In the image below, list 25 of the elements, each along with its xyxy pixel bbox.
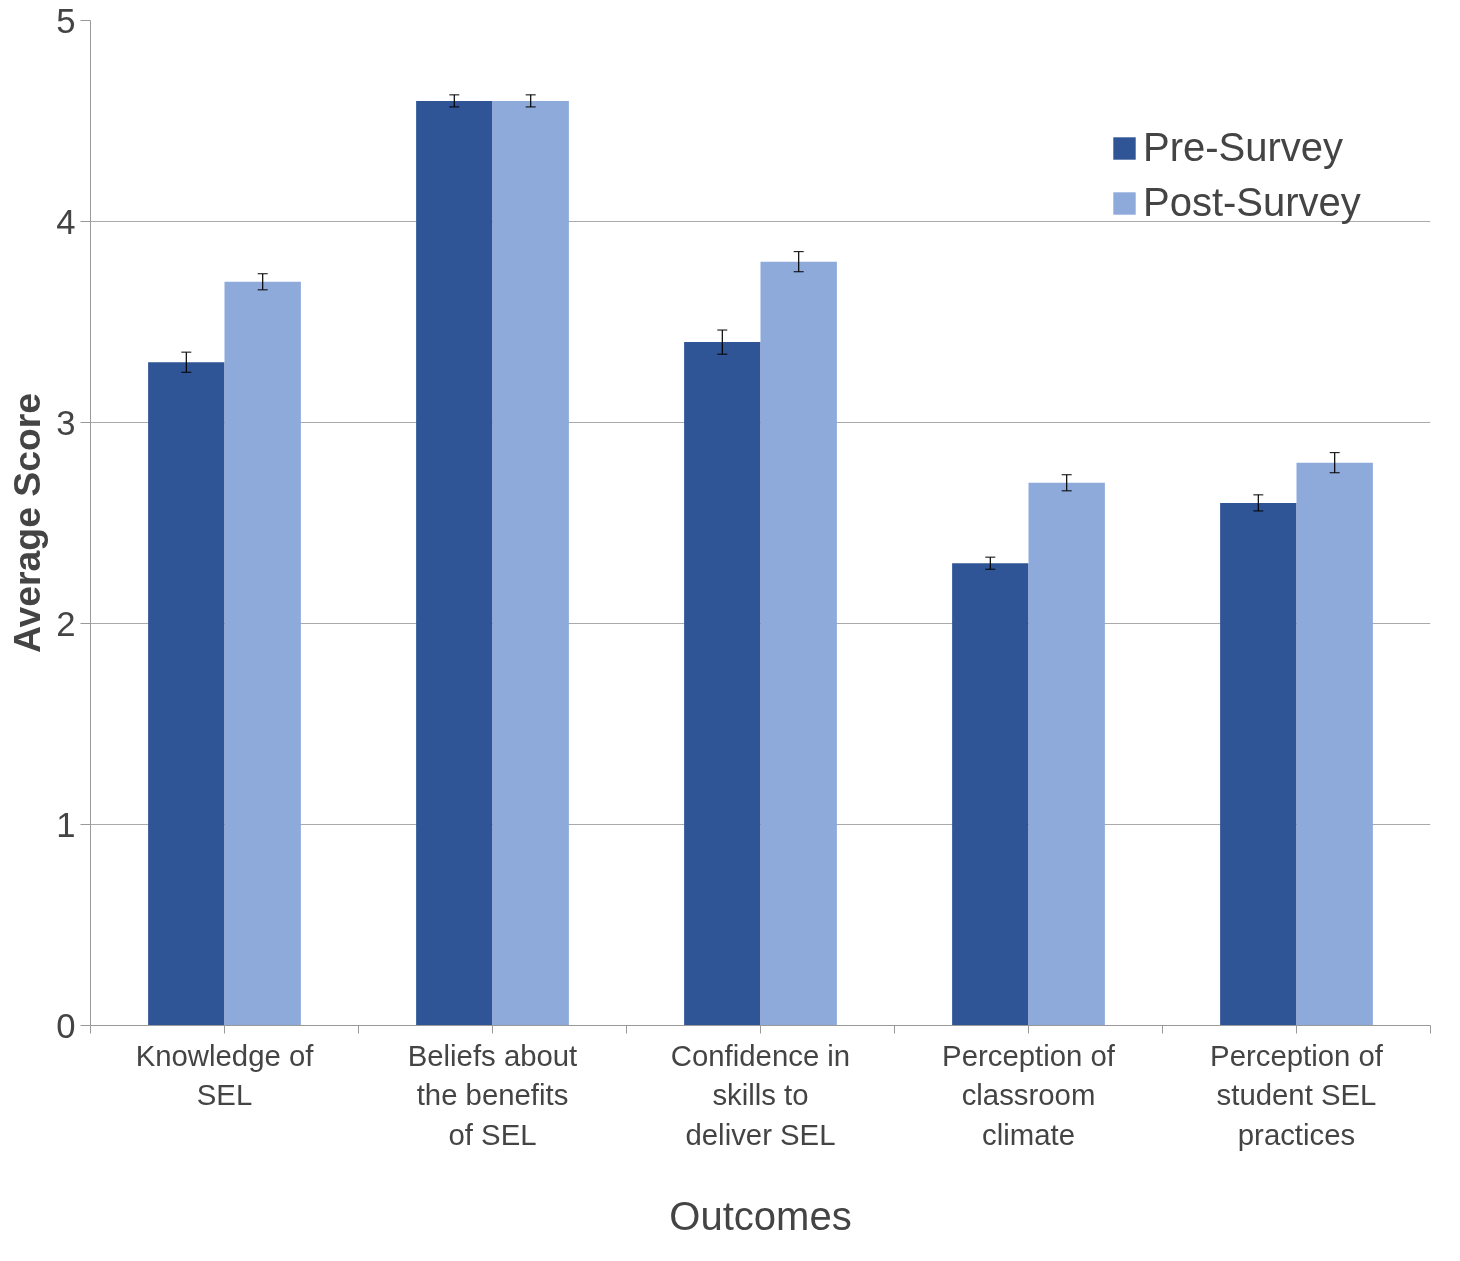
bar <box>1028 482 1105 1026</box>
legend-label: Post-Survey <box>1143 180 1361 225</box>
y-tick-label: 2 <box>56 604 76 643</box>
y-tick-label: 5 <box>56 1 76 40</box>
y-tick-label: 0 <box>56 1006 76 1045</box>
x-tick-label: Knowledge of SEL <box>135 1038 315 1112</box>
y-tick-label: 1 <box>56 805 76 844</box>
x-tick-label: Confidence in skills to deliver SEL <box>670 1038 851 1151</box>
y-axis-title: Average Score <box>6 392 49 654</box>
bar <box>224 281 301 1026</box>
bar <box>684 342 761 1026</box>
bar <box>492 100 569 1026</box>
bar <box>416 100 493 1026</box>
legend-label: Pre-Survey <box>1143 125 1344 170</box>
bar <box>760 261 837 1026</box>
x-tick-label: Perception of classroom climate <box>942 1038 1116 1151</box>
bar <box>148 362 225 1026</box>
x-axis-title: Outcomes <box>669 1193 852 1238</box>
bar <box>952 563 1029 1026</box>
bar <box>1296 462 1373 1026</box>
bar <box>1220 502 1297 1026</box>
x-tick-label: Perception of student SEL practices <box>1210 1038 1384 1151</box>
y-tick-label: 3 <box>56 403 76 442</box>
y-tick-label: 4 <box>56 202 76 241</box>
x-tick-label: Beliefs about the benefits of SEL <box>407 1038 578 1151</box>
